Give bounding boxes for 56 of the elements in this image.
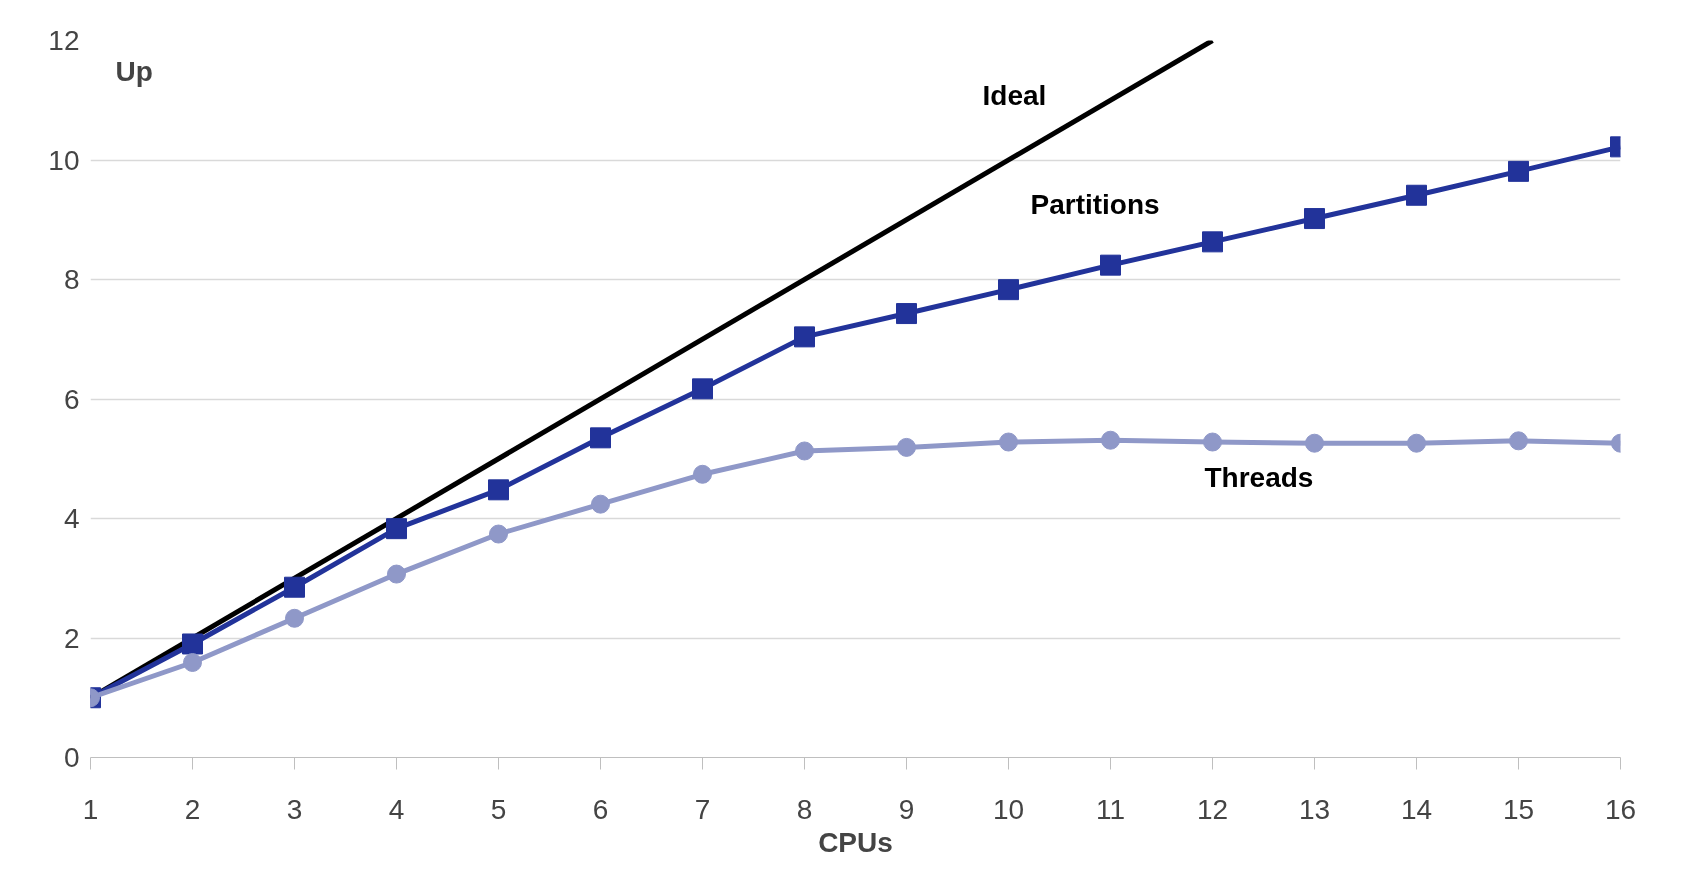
x-tick-label: 3 — [286, 793, 303, 825]
y-tick-label: 10 — [48, 144, 80, 176]
series-label: Ideal — [982, 79, 1047, 111]
point — [1406, 184, 1427, 206]
point — [1202, 231, 1223, 253]
point — [182, 633, 203, 655]
point — [693, 464, 712, 484]
point — [285, 608, 304, 628]
point — [999, 432, 1018, 452]
point — [795, 441, 814, 461]
y-tick-label: 8 — [63, 264, 80, 295]
x-tick-label: 9 — [898, 793, 915, 825]
y-tick-label: 6 — [63, 383, 80, 415]
y-tick-label: 2 — [63, 622, 80, 654]
point — [1305, 433, 1324, 453]
point — [591, 494, 610, 514]
x-tick-label: 11 — [1095, 793, 1126, 825]
point — [897, 437, 916, 457]
series-label: Threads — [1204, 462, 1314, 494]
point — [1100, 254, 1121, 276]
x-tick-label: 16 — [1604, 793, 1637, 825]
point — [692, 378, 713, 400]
series-label: Partitions — [1030, 189, 1160, 221]
point — [1101, 430, 1120, 450]
x-tick-label: 7 — [694, 793, 711, 825]
point — [386, 518, 407, 540]
y-tick-label: 0 — [63, 742, 80, 773]
x-axis-title: CPUs — [818, 826, 893, 858]
x-tick-label: 4 — [388, 793, 405, 825]
x-tick-label: 14 — [1400, 793, 1433, 825]
x-tick-label: 2 — [184, 793, 201, 825]
y-tick-label: 12 — [48, 25, 80, 56]
x-tick-label: 10 — [992, 793, 1025, 825]
point — [998, 279, 1019, 301]
x-tick-label: 13 — [1298, 793, 1331, 825]
point — [183, 653, 202, 672]
point — [1407, 433, 1426, 453]
annotation: Up — [115, 55, 153, 87]
point — [387, 564, 406, 584]
point — [1304, 208, 1325, 230]
point — [896, 303, 917, 325]
point — [488, 479, 509, 501]
x-tick-label: 12 — [1196, 793, 1229, 825]
point — [794, 326, 815, 348]
point — [284, 576, 305, 598]
point — [1508, 160, 1529, 182]
x-tick-label: 8 — [796, 793, 813, 825]
x-tick-label: 1 — [82, 793, 99, 825]
y-tick-label: 4 — [63, 503, 80, 534]
x-tick-label: 5 — [490, 793, 507, 825]
point — [590, 427, 611, 449]
point — [1509, 431, 1528, 451]
x-tick-label: 6 — [592, 793, 609, 825]
x-tick-label: 15 — [1502, 793, 1535, 825]
point — [489, 524, 508, 544]
point — [1203, 432, 1222, 452]
